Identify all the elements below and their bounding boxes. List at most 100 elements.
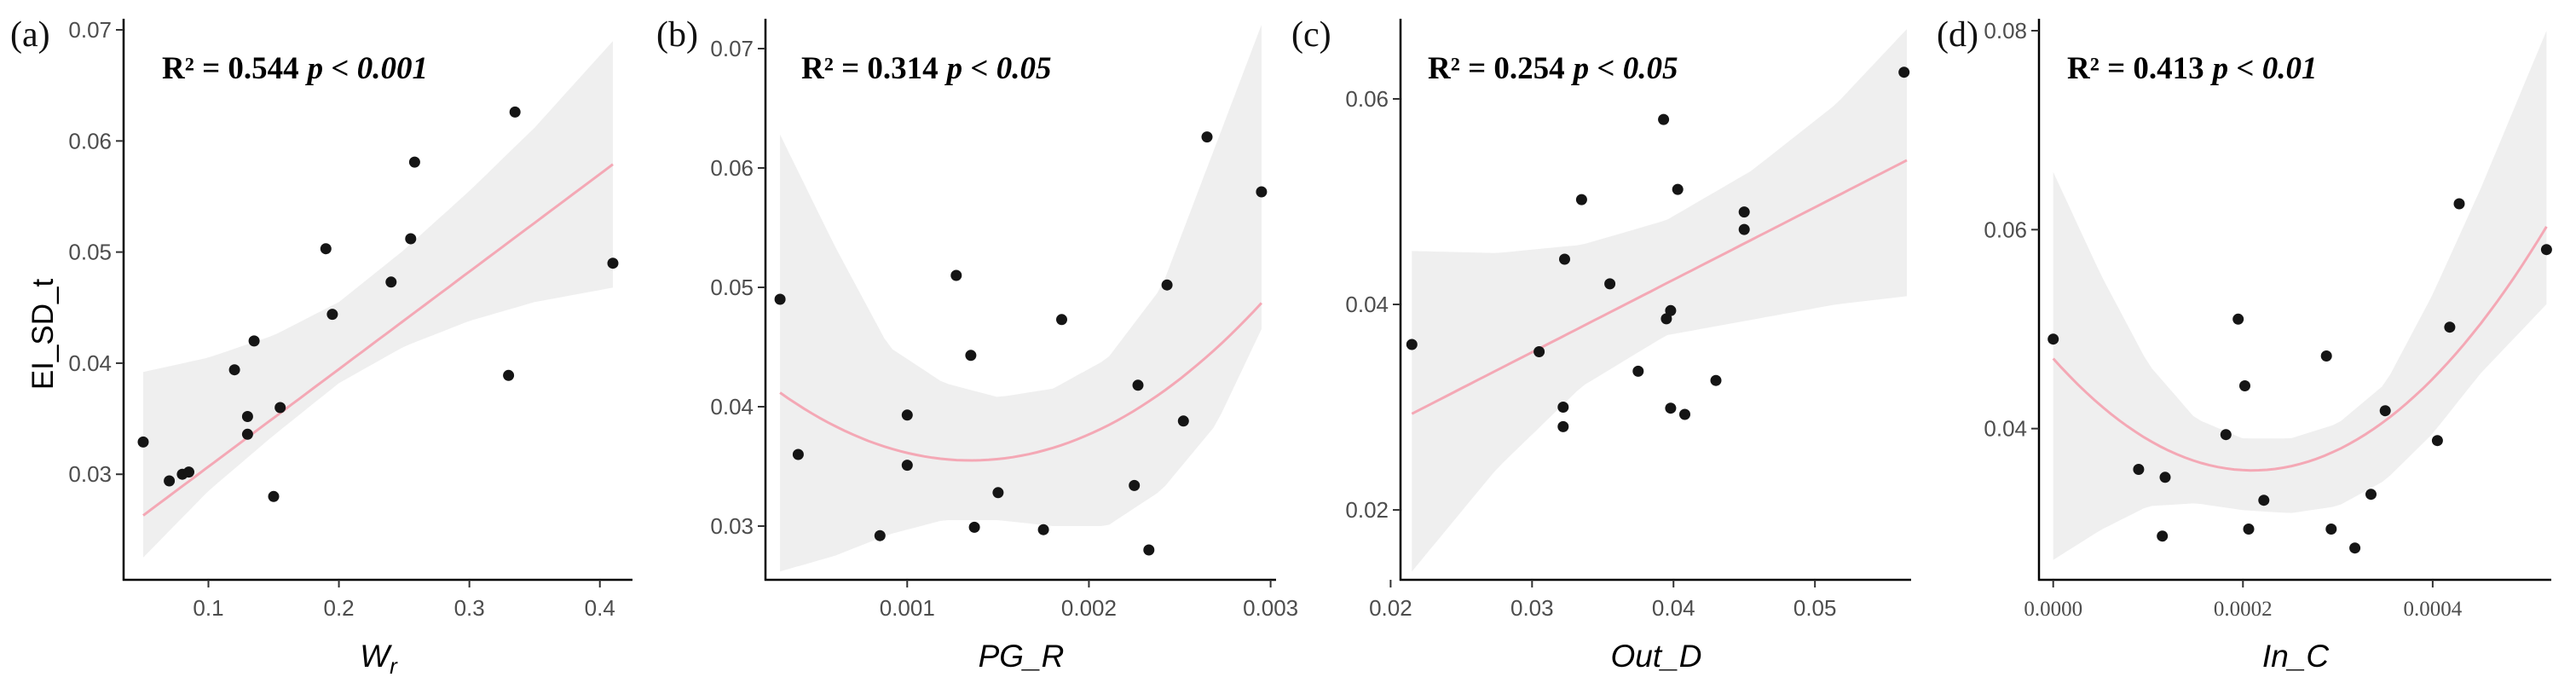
panel-a-y-tick-label: 0.06 [68, 128, 112, 153]
panel-b-y-tick-label: 0.05 [710, 275, 754, 300]
panel-a-y-tick-label: 0.07 [68, 17, 112, 43]
panel-c-data-point [1898, 67, 1910, 78]
panel-c-x-tick-label: 0.02 [1369, 595, 1412, 621]
panel-b-y-tick-label: 0.04 [710, 394, 754, 420]
panel-b-y-tick-label: 0.07 [710, 36, 754, 61]
panel-b-data-point [1056, 314, 1067, 326]
panel-a-x-title-main: W [360, 639, 392, 674]
panel-d-data-point [2325, 524, 2337, 535]
panel-a-data-point [509, 106, 521, 118]
panel-d-y-tick-label: 0.04 [1984, 416, 2027, 442]
panel-a-data-point [408, 156, 420, 168]
panel-a-data-point [274, 402, 286, 414]
panel-b-data-point [992, 487, 1004, 499]
panel-b-data-point [1132, 379, 1144, 391]
panel-c-data-point [1559, 253, 1570, 265]
panel-a-data-point [405, 233, 417, 245]
panel-c-data-point [1632, 365, 1644, 377]
panel-b-x-tick-label: 0.002 [1061, 595, 1117, 621]
panel-a-y-tick-label: 0.03 [68, 461, 112, 487]
panel-c-data-point [1672, 183, 1684, 195]
panel-c-data-point [1738, 223, 1750, 235]
panel-a-data-point [241, 411, 253, 422]
panel-c-x-tick-label: 0.03 [1510, 595, 1554, 621]
panel-a-confidence-band [143, 41, 613, 558]
panel-c-y-tick-label: 0.02 [1345, 497, 1389, 523]
panel-c-data-point [1665, 402, 1677, 414]
panel-b-data-point [792, 448, 804, 460]
panel-a-data-point [326, 309, 338, 321]
panel-c-letter: (c) [1291, 15, 1331, 55]
panel-c-x-tick-label: 0.04 [1652, 595, 1695, 621]
panel-c-p: p < 0.05 [1571, 51, 1678, 86]
panel-c-data-point [1661, 313, 1672, 325]
panel-b-data-point [950, 269, 962, 281]
panel-b-letter: (b) [656, 15, 698, 55]
panel-c-data-point [1679, 408, 1690, 420]
panel-d: 0.0000 0.0002 0.0004 0.04 0.06 0.08 (d) R² = … [1937, 15, 2552, 674]
panel-a-data-point [137, 436, 149, 448]
panel-b-x-title: PG_R [979, 639, 1065, 674]
panel-b-data-point [901, 460, 913, 472]
panel-a-x-tick-label: 0.2 [323, 595, 354, 621]
panel-b-x-tick-label: 0.001 [880, 595, 935, 621]
panel-c-y-tick-label: 0.04 [1345, 292, 1389, 317]
panel-d-confidence-band [2053, 31, 2547, 560]
panel-d-data-point [2365, 489, 2377, 501]
panel-a-fit-line [142, 163, 614, 517]
panel-d-data-point [2133, 464, 2145, 475]
panel-b-plot-area: 0.001 0.002 0.003 0.03 0.04 0.05 0.06 0.07 [710, 19, 1298, 621]
panel-d-r2: R² = 0.413 [2067, 51, 2204, 86]
panel-b-data-point [1201, 131, 1213, 143]
panel-c-confidence-band [1412, 29, 1907, 572]
panel-a-stat-label: R² = 0.544 p < 0.001 [162, 51, 428, 86]
panel-c-x-tick-label: 0.05 [1793, 595, 1837, 621]
panel-a-r2: R² = 0.544 [162, 51, 299, 86]
panel-a-data-point [268, 490, 280, 502]
panel-b-data-point [874, 529, 886, 541]
panel-a: 0.1 0.2 0.3 0.4 0.03 0.04 0.05 0.06 0.07 (a) R² … [10, 15, 632, 677]
panel-a-y-tick-label: 0.05 [68, 240, 112, 265]
panel-c-data-point [1710, 374, 1722, 386]
panel-d-p: p < 0.01 [2210, 51, 2318, 86]
panel-d-data-point [2444, 321, 2456, 333]
panel-a-data-point [248, 335, 260, 347]
panel-a-data-point [228, 364, 240, 376]
panel-d-data-point [2157, 530, 2169, 542]
panel-b-data-point [1143, 544, 1155, 556]
panel-d-plot-area: 0.0000 0.0002 0.0004 0.04 0.06 0.08 [1984, 18, 2552, 621]
panel-b-fit-line [779, 302, 1262, 462]
panel-c-fit-line [1411, 159, 1908, 415]
panel-c-r2: R² = 0.254 [1428, 51, 1565, 86]
panel-c: 0.02 0.03 0.04 0.05 0.02 0.04 0.06 (c) R² = 0.… [1291, 15, 1911, 674]
panel-d-data-point [2453, 198, 2465, 210]
panel-b-y-tick-label: 0.03 [710, 513, 754, 539]
panel-d-y-tick-label: 0.08 [1984, 18, 2027, 43]
panel-a-data-point [183, 466, 194, 478]
panel-a-plot-area: 0.1 0.2 0.3 0.4 0.03 0.04 0.05 0.06 0.07 [68, 17, 632, 621]
panel-d-data-point [2431, 435, 2443, 447]
panel-a-x-title: Wr [360, 639, 398, 677]
panel-b-confidence-band [780, 25, 1262, 572]
panel-d-data-point [2232, 313, 2244, 325]
panel-d-y-tick-label: 0.06 [1984, 217, 2027, 242]
panel-c-data-point [1557, 402, 1569, 413]
panel-a-data-point [320, 243, 332, 255]
panel-b-stat-label: R² = 0.314 p < 0.05 [801, 51, 1052, 86]
panel-c-data-point [1575, 194, 1587, 205]
panel-a-y-tick-label: 0.04 [68, 350, 112, 376]
panel-c-plot-area: 0.02 0.03 0.04 0.05 0.02 0.04 0.06 [1345, 19, 1911, 621]
panel-a-x-tick-label: 0.1 [193, 595, 223, 621]
panel-a-p: p < 0.001 [305, 51, 428, 86]
panel-b-x-tick-label: 0.003 [1243, 595, 1298, 621]
panel-c-data-point [1658, 113, 1670, 125]
panel-d-data-point [2048, 333, 2059, 345]
panel-a-x-title-sub: r [390, 653, 398, 677]
panel-a-x-tick-label: 0.4 [585, 595, 615, 621]
panel-a-data-point [164, 475, 176, 487]
panel-b-data-point [901, 409, 913, 421]
panel-d-data-point [2540, 244, 2552, 256]
panel-b-data-point [1177, 415, 1189, 427]
